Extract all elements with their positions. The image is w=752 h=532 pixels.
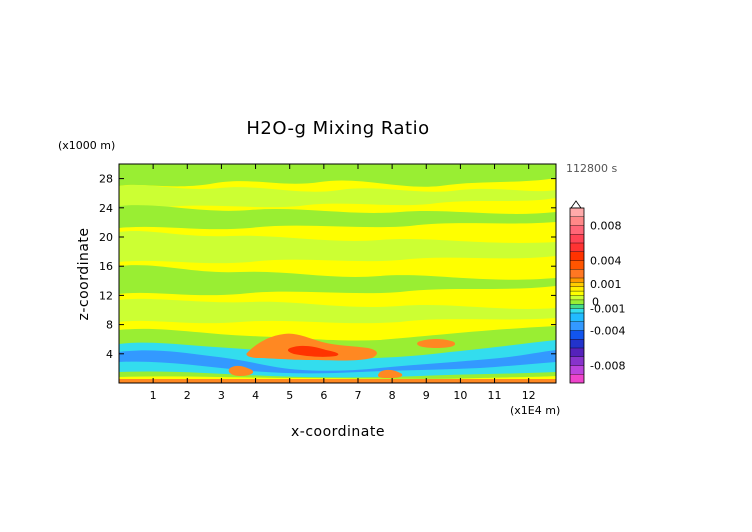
x-tick-label: 9 [423, 389, 430, 402]
colorbar-segment [570, 374, 584, 383]
x-axis: 1 2 3 4 5 6 7 8 9 10 11 12 [150, 164, 536, 402]
colorbar-segment [570, 339, 584, 348]
x-tick-label: 7 [354, 389, 361, 402]
x-tick-label: 10 [453, 389, 467, 402]
x-unit-label: (x1E4 m) [510, 404, 560, 417]
y-tick-label: 12 [99, 289, 113, 302]
y-tick-label: 24 [99, 202, 113, 215]
colorbar-segment [570, 269, 584, 278]
colorbar-segment [570, 234, 584, 243]
x-tick-label: 2 [184, 389, 191, 402]
colorbar-segment [570, 282, 584, 287]
colorbar-segment [570, 295, 584, 300]
colorbar-segment [570, 291, 584, 296]
colorbar-label: 0.008 [590, 220, 622, 233]
x-tick-label: 4 [252, 389, 259, 402]
colorbar-segment [570, 365, 584, 375]
colorbar-label: -0.004 [590, 325, 625, 338]
x-tick-label: 5 [286, 389, 293, 402]
colorbar-label: 0.004 [590, 255, 622, 268]
colorbar-segment [570, 216, 584, 226]
x-tick-label: 3 [218, 389, 225, 402]
chart-title: H2O-g Mixing Ratio [246, 118, 429, 139]
y-tick-label: 28 [99, 173, 113, 186]
colorbar-top-arrow [570, 200, 582, 209]
colorbar-gradient [570, 207, 584, 383]
colorbar-segment [570, 330, 584, 340]
colorbar-segment [570, 208, 584, 217]
heatmap-field [119, 164, 556, 383]
colorbar-segment [570, 243, 584, 252]
y-tick-label: 20 [99, 231, 113, 244]
colorbar-segment [570, 286, 584, 292]
colorbar: 0.008 0.004 0.001 0-0.001 -0.004 -0.008 [569, 200, 625, 384]
x-tick-label: 8 [389, 389, 396, 402]
colorbar-label: -0.008 [590, 360, 625, 373]
y-tick-label: 16 [99, 260, 113, 273]
colorbar-segment [570, 313, 584, 322]
y-axis: 4 8 12 16 20 24 28 [99, 173, 556, 361]
x-axis-label: x-coordinate [291, 424, 385, 440]
colorbar-segment [570, 308, 584, 313]
x-tick-label: 12 [522, 389, 536, 402]
y-unit-label: (x1000 m) [58, 139, 115, 152]
x-tick-label: 6 [320, 389, 327, 402]
colorbar-segment [570, 251, 584, 261]
colorbar-segment [570, 225, 584, 235]
colorbar-segment [570, 299, 584, 305]
time-label: 112800 s [566, 162, 617, 175]
colorbar-segment [570, 321, 584, 331]
y-axis-label: z-coordinate [76, 227, 92, 320]
colorbar-segment [570, 348, 584, 357]
plot-frame [118, 163, 557, 384]
x-tick-label: 11 [488, 389, 502, 402]
colorbar-label: -0.001 [590, 302, 625, 315]
colorbar-segment [570, 304, 584, 309]
x-tick-label: 1 [150, 389, 157, 402]
colorbar-label: 0 [592, 296, 599, 309]
colorbar-segment [570, 278, 584, 283]
y-tick-label: 8 [106, 319, 113, 332]
colorbar-segment [570, 356, 584, 366]
colorbar-segment [570, 260, 584, 270]
y-tick-label: 4 [106, 348, 113, 361]
colorbar-label: 0.001 [590, 278, 622, 291]
